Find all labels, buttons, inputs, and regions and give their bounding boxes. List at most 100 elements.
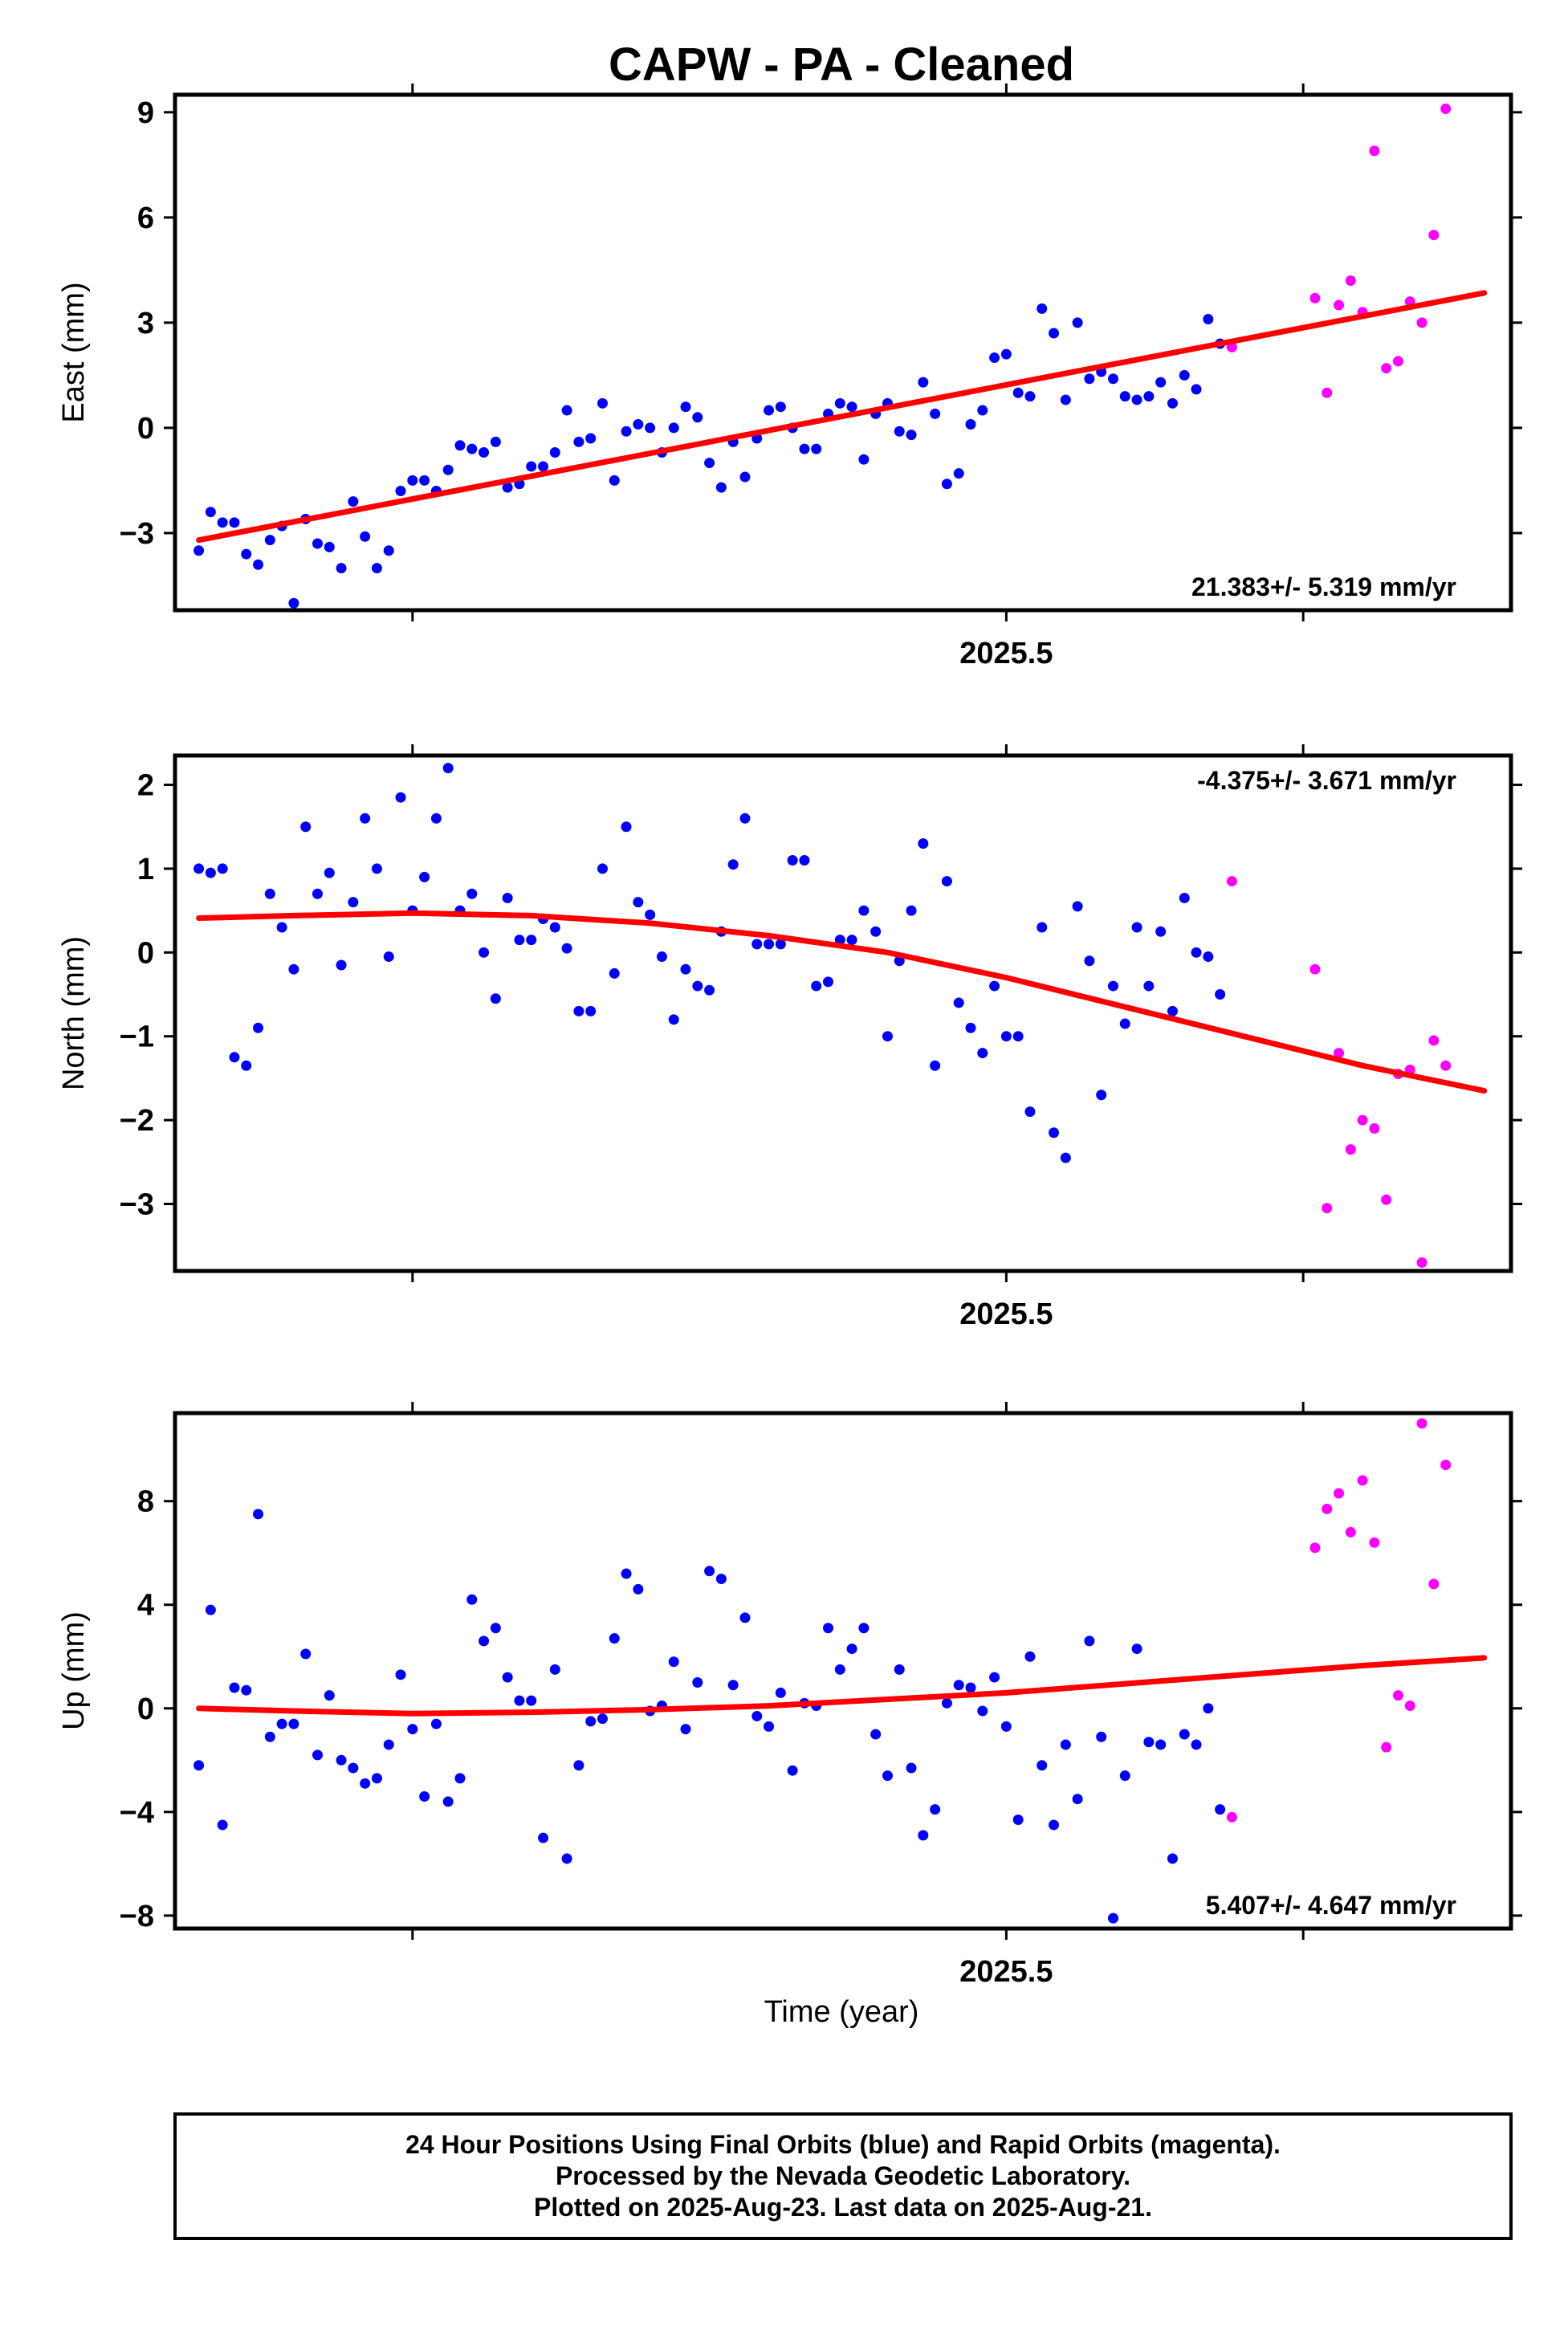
east-final-point xyxy=(953,468,964,479)
north-final-point xyxy=(633,897,644,908)
east-final-point xyxy=(549,446,560,458)
up-final-point xyxy=(383,1739,394,1750)
up-final-point xyxy=(989,1672,1000,1683)
up-final-point xyxy=(573,1760,584,1771)
north-final-point xyxy=(680,963,691,975)
up-final-point xyxy=(823,1623,834,1634)
east-final-point xyxy=(312,538,323,549)
up-final-point xyxy=(1096,1731,1107,1742)
up-ytick-label: −4 xyxy=(120,1796,154,1830)
east-final-point xyxy=(764,405,775,416)
footer-box xyxy=(173,2112,1513,2240)
north-final-point xyxy=(276,922,287,933)
east-final-point xyxy=(977,405,988,416)
up-final-point xyxy=(241,1684,252,1696)
up-final-point xyxy=(953,1680,964,1691)
east-final-point xyxy=(324,541,335,552)
up-final-point xyxy=(1024,1651,1036,1662)
up-final-point xyxy=(918,1830,929,1841)
up-final-point xyxy=(894,1664,905,1675)
north-final-point xyxy=(1143,980,1155,992)
north-final-point xyxy=(1049,1127,1060,1138)
east-final-point xyxy=(407,475,418,486)
up-final-point xyxy=(1203,1703,1214,1714)
north-xtick-label: 2025.5 xyxy=(959,1297,1053,1331)
north-rapid-point xyxy=(1381,1194,1392,1205)
east-final-point xyxy=(561,405,572,416)
up-final-point xyxy=(1037,1760,1048,1771)
east-panel: −3 0 3 6 9 2025.5 East (mm) 21.383+/- 5.319 mm/… xyxy=(57,84,1522,670)
east-ytick-label: −3 xyxy=(120,517,154,551)
east-final-point xyxy=(419,475,430,486)
east-final-point xyxy=(775,401,786,413)
up-final-point xyxy=(253,1509,264,1520)
east-final-point xyxy=(858,454,870,465)
north-final-point xyxy=(656,951,667,963)
up-final-point xyxy=(538,1832,549,1843)
north-final-point xyxy=(692,980,703,992)
east-final-point xyxy=(466,443,478,454)
north-final-point xyxy=(1191,947,1202,958)
east-data-points xyxy=(193,103,1452,609)
up-final-point xyxy=(466,1594,478,1605)
north-final-point xyxy=(383,951,394,963)
up-final-point xyxy=(1215,1804,1226,1815)
north-final-point xyxy=(1012,1031,1024,1042)
north-final-point xyxy=(229,1052,240,1063)
north-final-point xyxy=(300,821,312,833)
north-final-point xyxy=(430,813,442,824)
north-final-point xyxy=(264,888,275,899)
up-final-point xyxy=(419,1790,430,1802)
east-final-point xyxy=(645,422,656,434)
east-final-point xyxy=(336,563,347,574)
up-final-point xyxy=(1155,1739,1167,1750)
east-final-point xyxy=(1049,328,1060,339)
north-rapid-point xyxy=(1345,1144,1356,1155)
east-final-point xyxy=(348,496,359,507)
north-final-point xyxy=(870,926,882,937)
east-final-point xyxy=(811,443,822,454)
up-final-point xyxy=(704,1566,715,1577)
up-final-point xyxy=(787,1765,798,1776)
up-final-point xyxy=(502,1672,513,1683)
north-rapid-point xyxy=(1334,1048,1345,1059)
north-final-point xyxy=(823,976,834,988)
north-final-point xyxy=(727,859,739,870)
up-rapid-point xyxy=(1322,1503,1333,1514)
east-rapid-point xyxy=(1369,145,1380,157)
east-final-point xyxy=(1000,348,1012,360)
north-final-point xyxy=(419,871,430,882)
east-final-point xyxy=(193,545,205,556)
east-final-point xyxy=(1037,303,1048,314)
up-final-point xyxy=(727,1680,739,1691)
north-final-point xyxy=(645,909,656,920)
east-final-point xyxy=(906,430,917,441)
up-rapid-point xyxy=(1309,1542,1321,1554)
east-final-point xyxy=(1191,384,1202,395)
north-final-point xyxy=(336,959,347,971)
east-rapid-point xyxy=(1440,103,1452,114)
east-ytick-label: 6 xyxy=(137,202,154,235)
north-final-point xyxy=(941,876,952,887)
east-rapid-point xyxy=(1309,292,1321,303)
north-trend-line xyxy=(196,910,1488,1094)
east-final-point xyxy=(490,436,501,447)
up-final-point xyxy=(870,1729,882,1740)
north-final-point xyxy=(241,1060,252,1071)
east-final-point xyxy=(1179,369,1190,381)
north-final-point xyxy=(324,867,335,878)
up-final-point xyxy=(1060,1739,1071,1750)
up-final-point xyxy=(549,1664,560,1675)
up-final-point xyxy=(1119,1770,1130,1782)
east-final-point xyxy=(241,548,252,560)
north-final-point xyxy=(561,943,572,954)
north-data-points xyxy=(193,763,1452,1269)
up-final-point xyxy=(609,1633,620,1644)
north-final-point xyxy=(312,888,323,899)
up-rapid-point xyxy=(1357,1475,1368,1486)
east-rapid-point xyxy=(1416,317,1427,328)
up-final-point xyxy=(1012,1815,1024,1826)
up-final-point xyxy=(751,1710,763,1721)
footer-line-2: Processed by the Nevada Geodetic Laborat… xyxy=(556,2161,1130,2190)
